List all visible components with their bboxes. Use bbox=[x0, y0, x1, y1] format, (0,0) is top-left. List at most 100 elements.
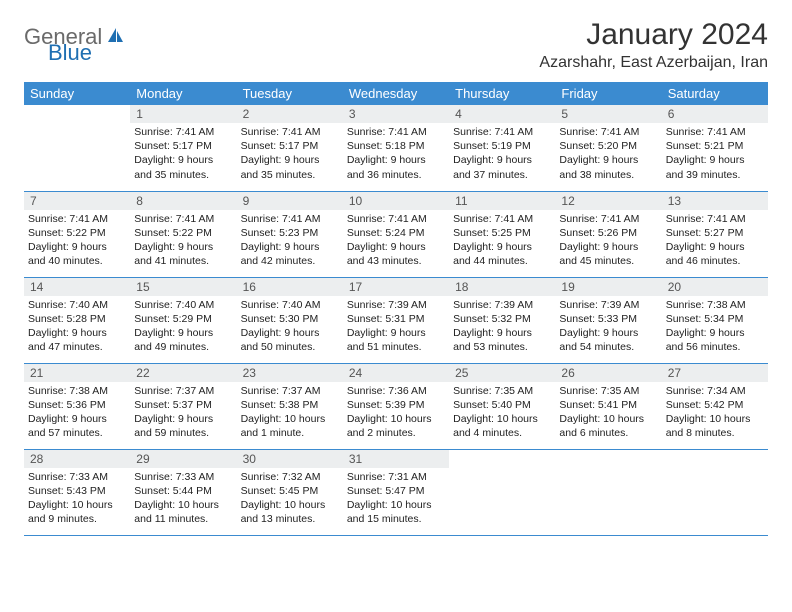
calendar-day-cell: 14Sunrise: 7:40 AMSunset: 5:28 PMDayligh… bbox=[24, 277, 130, 363]
day-number: 5 bbox=[555, 105, 661, 123]
calendar-day-cell: 29Sunrise: 7:33 AMSunset: 5:44 PMDayligh… bbox=[130, 449, 236, 535]
day-number: 27 bbox=[662, 364, 768, 382]
calendar-day-cell: 16Sunrise: 7:40 AMSunset: 5:30 PMDayligh… bbox=[237, 277, 343, 363]
day-number: 19 bbox=[555, 278, 661, 296]
day-details: Sunrise: 7:33 AMSunset: 5:44 PMDaylight:… bbox=[130, 468, 236, 531]
day-number: 12 bbox=[555, 192, 661, 210]
day-number: 7 bbox=[24, 192, 130, 210]
day-details: Sunrise: 7:40 AMSunset: 5:30 PMDaylight:… bbox=[237, 296, 343, 359]
day-details: Sunrise: 7:40 AMSunset: 5:29 PMDaylight:… bbox=[130, 296, 236, 359]
day-number: 28 bbox=[24, 450, 130, 468]
day-details: Sunrise: 7:41 AMSunset: 5:17 PMDaylight:… bbox=[237, 123, 343, 186]
day-details: Sunrise: 7:41 AMSunset: 5:21 PMDaylight:… bbox=[662, 123, 768, 186]
calendar-day-cell: 31Sunrise: 7:31 AMSunset: 5:47 PMDayligh… bbox=[343, 449, 449, 535]
calendar-day-cell: 4Sunrise: 7:41 AMSunset: 5:19 PMDaylight… bbox=[449, 105, 555, 191]
day-number: 13 bbox=[662, 192, 768, 210]
day-details: Sunrise: 7:31 AMSunset: 5:47 PMDaylight:… bbox=[343, 468, 449, 531]
location: Azarshahr, East Azerbaijan, Iran bbox=[539, 54, 768, 72]
month-title: January 2024 bbox=[539, 18, 768, 52]
calendar-day-cell: 30Sunrise: 7:32 AMSunset: 5:45 PMDayligh… bbox=[237, 449, 343, 535]
day-number: 25 bbox=[449, 364, 555, 382]
weekday-header: Sunday bbox=[24, 82, 130, 105]
day-number: 17 bbox=[343, 278, 449, 296]
day-number: 6 bbox=[662, 105, 768, 123]
calendar-day-cell: 23Sunrise: 7:37 AMSunset: 5:38 PMDayligh… bbox=[237, 363, 343, 449]
calendar-day-cell: 26Sunrise: 7:35 AMSunset: 5:41 PMDayligh… bbox=[555, 363, 661, 449]
calendar-day-cell: 2Sunrise: 7:41 AMSunset: 5:17 PMDaylight… bbox=[237, 105, 343, 191]
day-details: Sunrise: 7:39 AMSunset: 5:32 PMDaylight:… bbox=[449, 296, 555, 359]
day-number: 16 bbox=[237, 278, 343, 296]
calendar-week-row: 7Sunrise: 7:41 AMSunset: 5:22 PMDaylight… bbox=[24, 191, 768, 277]
calendar-day-cell: 25Sunrise: 7:35 AMSunset: 5:40 PMDayligh… bbox=[449, 363, 555, 449]
day-number: 31 bbox=[343, 450, 449, 468]
header: General January 2024 Azarshahr, East Aze… bbox=[24, 18, 768, 72]
weekday-header: Friday bbox=[555, 82, 661, 105]
weekday-header: Monday bbox=[130, 82, 236, 105]
calendar-day-cell bbox=[449, 449, 555, 535]
day-details: Sunrise: 7:38 AMSunset: 5:36 PMDaylight:… bbox=[24, 382, 130, 445]
calendar-day-cell: 27Sunrise: 7:34 AMSunset: 5:42 PMDayligh… bbox=[662, 363, 768, 449]
day-number: 8 bbox=[130, 192, 236, 210]
calendar-day-cell: 22Sunrise: 7:37 AMSunset: 5:37 PMDayligh… bbox=[130, 363, 236, 449]
day-number: 2 bbox=[237, 105, 343, 123]
title-block: January 2024 Azarshahr, East Azerbaijan,… bbox=[539, 18, 768, 72]
day-details: Sunrise: 7:41 AMSunset: 5:23 PMDaylight:… bbox=[237, 210, 343, 273]
day-number: 15 bbox=[130, 278, 236, 296]
day-details: Sunrise: 7:41 AMSunset: 5:24 PMDaylight:… bbox=[343, 210, 449, 273]
day-number: 10 bbox=[343, 192, 449, 210]
day-number: 3 bbox=[343, 105, 449, 123]
day-details: Sunrise: 7:41 AMSunset: 5:25 PMDaylight:… bbox=[449, 210, 555, 273]
calendar-week-row: 1Sunrise: 7:41 AMSunset: 5:17 PMDaylight… bbox=[24, 105, 768, 191]
calendar-day-cell: 10Sunrise: 7:41 AMSunset: 5:24 PMDayligh… bbox=[343, 191, 449, 277]
day-details: Sunrise: 7:41 AMSunset: 5:20 PMDaylight:… bbox=[555, 123, 661, 186]
day-number: 14 bbox=[24, 278, 130, 296]
calendar-day-cell: 28Sunrise: 7:33 AMSunset: 5:43 PMDayligh… bbox=[24, 449, 130, 535]
day-details: Sunrise: 7:33 AMSunset: 5:43 PMDaylight:… bbox=[24, 468, 130, 531]
calendar-day-cell bbox=[24, 105, 130, 191]
calendar-day-cell: 12Sunrise: 7:41 AMSunset: 5:26 PMDayligh… bbox=[555, 191, 661, 277]
day-details: Sunrise: 7:32 AMSunset: 5:45 PMDaylight:… bbox=[237, 468, 343, 531]
calendar-week-row: 21Sunrise: 7:38 AMSunset: 5:36 PMDayligh… bbox=[24, 363, 768, 449]
calendar-day-cell: 17Sunrise: 7:39 AMSunset: 5:31 PMDayligh… bbox=[343, 277, 449, 363]
day-details: Sunrise: 7:41 AMSunset: 5:22 PMDaylight:… bbox=[130, 210, 236, 273]
day-number: 30 bbox=[237, 450, 343, 468]
day-details: Sunrise: 7:40 AMSunset: 5:28 PMDaylight:… bbox=[24, 296, 130, 359]
day-number: 24 bbox=[343, 364, 449, 382]
calendar-day-cell: 24Sunrise: 7:36 AMSunset: 5:39 PMDayligh… bbox=[343, 363, 449, 449]
calendar-day-cell: 3Sunrise: 7:41 AMSunset: 5:18 PMDaylight… bbox=[343, 105, 449, 191]
calendar-day-cell: 5Sunrise: 7:41 AMSunset: 5:20 PMDaylight… bbox=[555, 105, 661, 191]
calendar-day-cell: 9Sunrise: 7:41 AMSunset: 5:23 PMDaylight… bbox=[237, 191, 343, 277]
day-details: Sunrise: 7:38 AMSunset: 5:34 PMDaylight:… bbox=[662, 296, 768, 359]
day-details: Sunrise: 7:35 AMSunset: 5:40 PMDaylight:… bbox=[449, 382, 555, 445]
day-number: 26 bbox=[555, 364, 661, 382]
calendar-day-cell: 21Sunrise: 7:38 AMSunset: 5:36 PMDayligh… bbox=[24, 363, 130, 449]
calendar-day-cell bbox=[662, 449, 768, 535]
calendar-day-cell: 6Sunrise: 7:41 AMSunset: 5:21 PMDaylight… bbox=[662, 105, 768, 191]
day-number: 4 bbox=[449, 105, 555, 123]
logo-sail-icon bbox=[106, 26, 126, 49]
day-details: Sunrise: 7:41 AMSunset: 5:22 PMDaylight:… bbox=[24, 210, 130, 273]
day-details: Sunrise: 7:41 AMSunset: 5:19 PMDaylight:… bbox=[449, 123, 555, 186]
calendar-day-cell bbox=[555, 449, 661, 535]
day-number: 18 bbox=[449, 278, 555, 296]
day-details: Sunrise: 7:41 AMSunset: 5:27 PMDaylight:… bbox=[662, 210, 768, 273]
weekday-header: Tuesday bbox=[237, 82, 343, 105]
weekday-header: Thursday bbox=[449, 82, 555, 105]
day-number: 29 bbox=[130, 450, 236, 468]
calendar-week-row: 14Sunrise: 7:40 AMSunset: 5:28 PMDayligh… bbox=[24, 277, 768, 363]
calendar-day-cell: 7Sunrise: 7:41 AMSunset: 5:22 PMDaylight… bbox=[24, 191, 130, 277]
day-details: Sunrise: 7:41 AMSunset: 5:26 PMDaylight:… bbox=[555, 210, 661, 273]
calendar-day-cell: 1Sunrise: 7:41 AMSunset: 5:17 PMDaylight… bbox=[130, 105, 236, 191]
day-number: 23 bbox=[237, 364, 343, 382]
day-details: Sunrise: 7:35 AMSunset: 5:41 PMDaylight:… bbox=[555, 382, 661, 445]
day-details: Sunrise: 7:37 AMSunset: 5:38 PMDaylight:… bbox=[237, 382, 343, 445]
calendar-week-row: 28Sunrise: 7:33 AMSunset: 5:43 PMDayligh… bbox=[24, 449, 768, 535]
logo-text-blue: Blue bbox=[48, 40, 92, 65]
calendar-day-cell: 18Sunrise: 7:39 AMSunset: 5:32 PMDayligh… bbox=[449, 277, 555, 363]
day-details: Sunrise: 7:39 AMSunset: 5:31 PMDaylight:… bbox=[343, 296, 449, 359]
day-number: 1 bbox=[130, 105, 236, 123]
day-details: Sunrise: 7:36 AMSunset: 5:39 PMDaylight:… bbox=[343, 382, 449, 445]
day-details: Sunrise: 7:37 AMSunset: 5:37 PMDaylight:… bbox=[130, 382, 236, 445]
day-number: 21 bbox=[24, 364, 130, 382]
calendar-table: Sunday Monday Tuesday Wednesday Thursday… bbox=[24, 82, 768, 536]
